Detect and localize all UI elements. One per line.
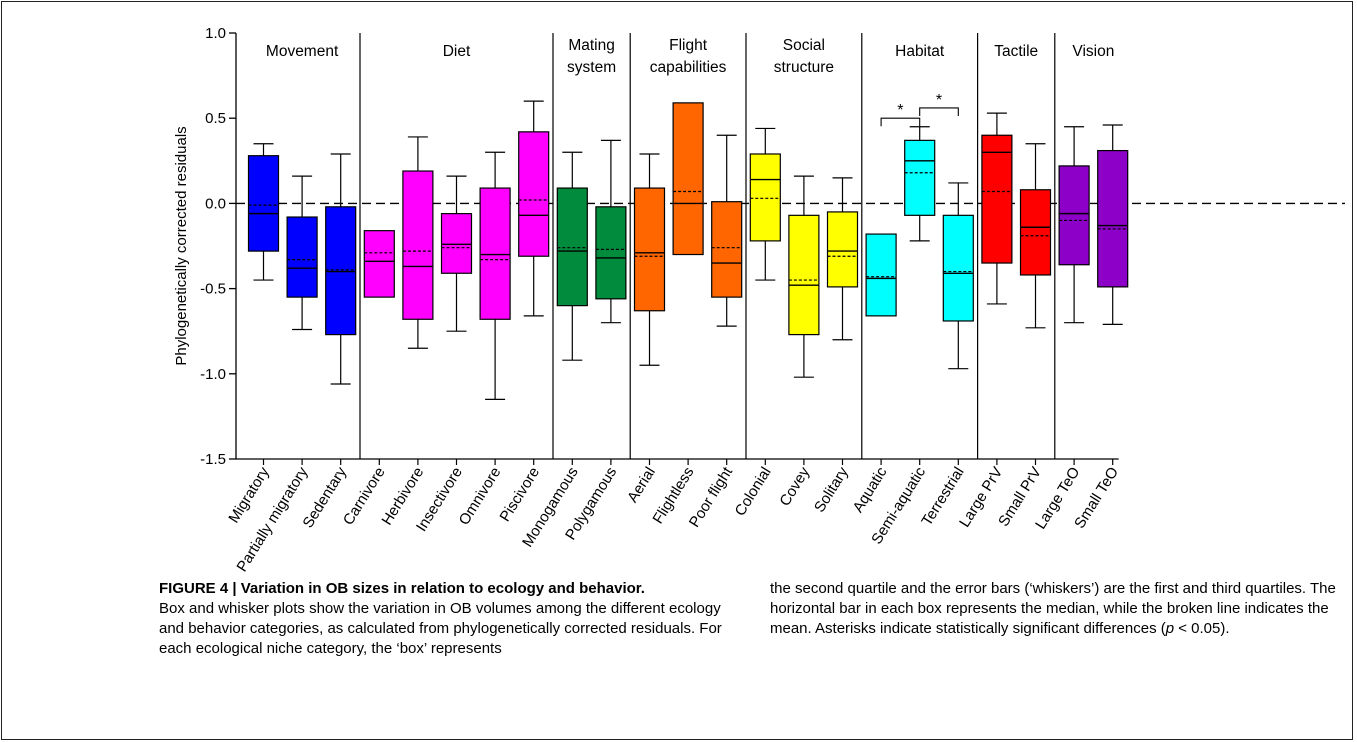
box-small-prv <box>1019 143 1052 329</box>
box-body <box>595 206 627 300</box>
group-label: structure <box>774 59 834 76</box>
x-tick-label: Aerial <box>624 464 659 506</box>
caption-text-right-end: < 0.05). <box>1174 620 1230 637</box>
group-label: Tactile <box>994 43 1038 60</box>
box-solitary <box>826 177 859 341</box>
significance-bracket: * <box>919 92 959 116</box>
box-omnivore <box>479 151 511 400</box>
box-polygamous <box>595 139 627 324</box>
box-poor-flight <box>711 134 743 327</box>
group-label: system <box>567 59 616 76</box>
y-tick-label: -1.0 <box>200 366 226 383</box>
box-body <box>1058 165 1090 266</box>
significance-bracket: * <box>880 102 921 127</box>
bracket-line <box>880 117 921 127</box>
y-tick-label: -1.5 <box>200 451 226 468</box>
box-flightless <box>672 102 704 256</box>
box-body <box>402 170 434 320</box>
box-body <box>247 155 280 252</box>
group-label: Mating <box>568 37 615 54</box>
significance-asterisk: * <box>936 92 942 109</box>
y-axis-title: Phylogenetically corrected residuals <box>173 126 190 365</box>
box-large-prv <box>981 112 1013 305</box>
group-label: Flight <box>669 37 708 54</box>
box-body <box>711 201 743 298</box>
caption-title: FIGURE 4 | Variation in OB sizes in rela… <box>159 580 645 597</box>
y-tick-label: 0.5 <box>205 110 226 127</box>
bracket-line <box>919 107 959 116</box>
box-migratory <box>247 143 280 281</box>
box-covey <box>788 175 820 378</box>
box-plot-chart: 1.0 0.5 0.0 -0.5 -1.0 -1.5 Phylogenetically co… <box>173 25 1345 575</box>
box-body <box>518 131 550 257</box>
box-body <box>904 139 936 216</box>
box-sedentary <box>325 153 357 385</box>
caption-text-left: Box and whisker plots show the variation… <box>159 600 722 657</box>
box-semi-aquatic <box>904 126 936 242</box>
box-body <box>1019 189 1052 276</box>
box-body <box>865 233 897 317</box>
x-tick-label: Aquatic <box>850 464 891 516</box>
box-body <box>440 213 473 274</box>
box-body <box>749 153 781 242</box>
box-small-teo <box>1097 124 1129 325</box>
box-piscivore <box>518 100 550 317</box>
group-label: Diet <box>443 43 471 60</box>
box-terrestrial <box>942 182 974 370</box>
box-body <box>556 187 588 307</box>
box-body <box>363 230 395 298</box>
box-body <box>325 206 357 336</box>
box-insectivore <box>440 175 473 332</box>
box-body <box>981 134 1013 264</box>
box-colonial <box>749 127 781 281</box>
x-tick-label: Partially migratory <box>233 464 311 575</box>
group-label: Vision <box>1072 43 1114 60</box>
caption-p-symbol: p <box>1165 620 1175 637</box>
caption-left: FIGURE 4 | Variation in OB sizes in rela… <box>159 579 734 659</box>
x-tick-label: Covey <box>776 464 813 509</box>
box-monogamous <box>556 151 588 361</box>
box-body <box>633 187 666 312</box>
box-body <box>826 211 859 288</box>
y-tick-label: -0.5 <box>200 281 226 298</box>
significance-asterisk: * <box>897 102 903 119</box>
box-large-teo <box>1058 126 1090 324</box>
box-aerial <box>633 153 666 366</box>
caption-text-right: the second quartile and the error bars (… <box>770 580 1336 637</box>
box-aquatic <box>865 233 897 317</box>
box-body <box>942 214 974 322</box>
box-carnivore <box>363 230 395 298</box>
x-tick-label: Solitary <box>811 464 852 516</box>
group-label: Habitat <box>895 43 945 60</box>
x-tick-label: Colonial <box>732 464 775 519</box>
group-label: Social <box>783 37 825 54</box>
group-label: capabilities <box>650 59 727 76</box>
box-herbivore <box>402 136 434 349</box>
box-body <box>672 102 704 256</box>
y-tick-label: 1.0 <box>205 25 226 42</box>
box-partially-migratory <box>286 175 318 331</box>
box-body <box>479 187 511 320</box>
y-tick-label: 0.0 <box>205 195 226 212</box>
box-body <box>286 216 318 298</box>
box-body <box>1097 149 1129 288</box>
box-layer <box>247 100 1129 400</box>
group-label: Movement <box>266 43 339 60</box>
caption-right: the second quartile and the error bars (… <box>770 579 1345 639</box>
box-body <box>788 214 820 336</box>
